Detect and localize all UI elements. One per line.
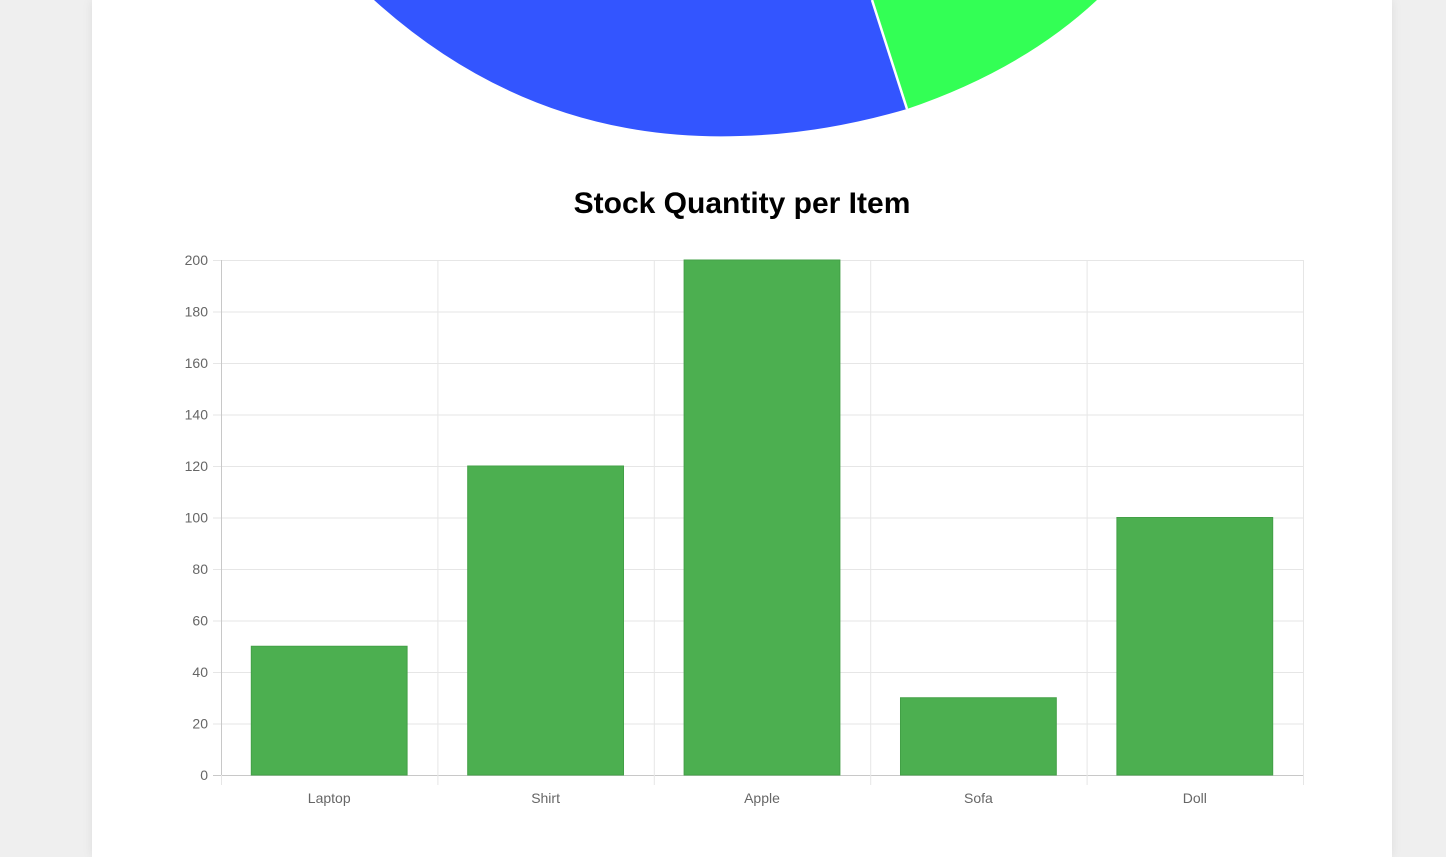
- y-tick-label: 60: [192, 613, 208, 629]
- bar: [683, 259, 841, 776]
- pie-slice: [374, 0, 907, 137]
- y-tick-label: 100: [185, 510, 209, 526]
- x-tick-label: Doll: [1183, 790, 1207, 806]
- x-tick-label: Laptop: [308, 790, 351, 806]
- x-tick-label: Sofa: [964, 790, 993, 806]
- y-tick-label: 0: [200, 767, 208, 783]
- bar-chart: 0 20 40 60 80 100 120 140 160 180 200 Laptop Shirt Ap…: [185, 252, 1304, 806]
- x-tick-label: Shirt: [531, 790, 560, 806]
- report-page: Stock Quantity per Item 0 20 40 60 80 100 120 1…: [92, 0, 1392, 857]
- x-tick-label: Apple: [744, 790, 780, 806]
- y-tick-label: 80: [192, 561, 208, 577]
- bar: [467, 465, 625, 776]
- pie-slice: [872, 0, 1097, 109]
- y-tick-label: 120: [185, 458, 209, 474]
- bar: [250, 645, 408, 776]
- bar: [899, 697, 1057, 776]
- pie-chart-fragment: [374, 0, 1097, 137]
- y-tick-label: 180: [185, 304, 209, 320]
- chart-title: Stock Quantity per Item: [573, 187, 911, 220]
- pie-slice-divider: [870, 0, 909, 110]
- y-tick-label: 20: [192, 716, 208, 732]
- y-tick-label: 200: [185, 252, 209, 268]
- bar: [1116, 517, 1274, 776]
- y-tick-label: 140: [185, 407, 209, 423]
- y-tick-label: 160: [185, 355, 209, 371]
- y-tick-label: 40: [192, 664, 208, 680]
